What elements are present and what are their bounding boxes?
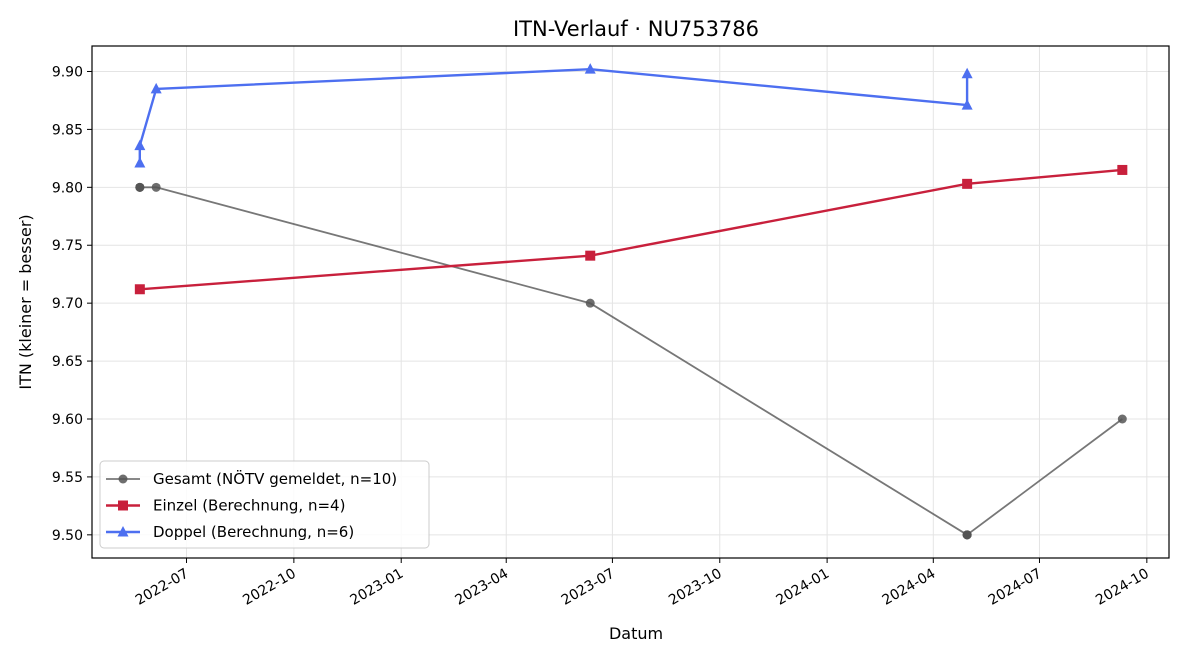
- data-point-gesamt: [151, 182, 161, 192]
- y-tick-label: 9.70: [52, 296, 83, 312]
- legend-marker-einzel: [118, 500, 128, 511]
- x-tick-label: 2022-10: [240, 566, 299, 609]
- legend: Gesamt (NÖTV gemeldet, n=10) Einzel (Bere…: [99, 460, 430, 549]
- data-point-einzel: [134, 284, 145, 295]
- chart-title: ITN-Verlauf · NU753786: [513, 17, 759, 41]
- y-tick-label: 9.75: [52, 238, 83, 254]
- y-axis: 9.50 9.55 9.60 9.65 9.70 9.75 9.80 9.85 9.90: [52, 64, 92, 544]
- data-point-einzel: [962, 178, 973, 189]
- data-point-einzel: [585, 250, 596, 261]
- y-tick-label: 9.60: [52, 412, 83, 428]
- series-layer: [134, 63, 1128, 540]
- data-point-doppel: [134, 139, 146, 151]
- y-tick-label: 9.50: [52, 528, 83, 544]
- data-point-doppel: [584, 63, 596, 74]
- series-line-doppel: [138, 67, 969, 163]
- legend-label-gesamt: Gesamt (NÖTV gemeldet, n=10): [153, 469, 397, 488]
- y-axis-label: ITN (kleiner = besser): [16, 214, 35, 389]
- x-tick-label: 2022-07: [133, 566, 192, 609]
- y-tick-label: 9.65: [52, 354, 83, 370]
- legend-label-doppel: Doppel (Berechnung, n=6): [153, 523, 354, 541]
- plot-frame: [91, 45, 1170, 559]
- data-point-gesamt: [1117, 414, 1127, 424]
- data-point-doppel: [961, 67, 973, 79]
- x-tick-label: 2023-07: [559, 566, 618, 609]
- x-tick-label: 2023-01: [348, 566, 407, 609]
- y-tick-label: 9.55: [52, 470, 83, 486]
- legend-box: [99, 460, 430, 549]
- x-tick-label: 2024-01: [773, 566, 832, 609]
- data-point-einzel: [1117, 164, 1128, 175]
- x-axis: 2022-07 2022-10 2023-01 2023-04 2023-07 2023-…: [133, 558, 1152, 609]
- y-tick-label: 9.90: [52, 64, 83, 80]
- x-tick-label: 2024-07: [986, 566, 1045, 609]
- x-tick-label: 2024-04: [880, 566, 939, 609]
- data-point-gesamt: [585, 298, 595, 308]
- x-tick-label: 2024-10: [1093, 566, 1152, 609]
- data-point-doppel: [134, 156, 146, 168]
- data-point-doppel: [150, 82, 162, 94]
- series-einzel: [134, 164, 1128, 295]
- data-point-gesamt: [135, 182, 145, 192]
- series-doppel: [134, 63, 973, 168]
- data-point-doppel: [961, 99, 973, 110]
- legend-marker-gesamt: [118, 474, 128, 484]
- x-axis-label: Datum: [609, 624, 663, 643]
- data-point-gesamt: [962, 530, 972, 540]
- x-tick-label: 2023-10: [666, 566, 725, 609]
- y-tick-label: 9.85: [52, 122, 83, 138]
- series-line-einzel: [139, 168, 1123, 291]
- legend-label-einzel: Einzel (Berechnung, n=4): [153, 497, 345, 515]
- x-tick-label: 2023-04: [453, 566, 512, 609]
- legend-marker-doppel: [117, 526, 129, 537]
- y-tick-label: 9.80: [52, 180, 83, 196]
- series-gesamt: [135, 182, 1127, 540]
